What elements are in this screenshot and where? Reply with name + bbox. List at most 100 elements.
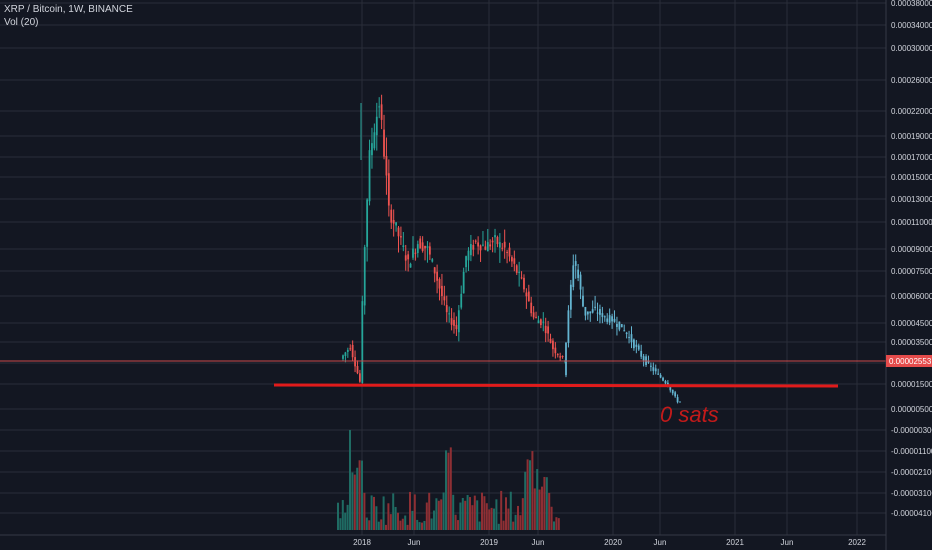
projection-body: [586, 311, 589, 315]
y-tick-label: 0.00013000: [891, 195, 932, 204]
candle-body: [544, 325, 547, 334]
annotation-text: 0 sats: [660, 402, 719, 427]
candle-body: [441, 285, 443, 297]
candle-body: [397, 227, 400, 237]
candle-body: [537, 320, 540, 324]
x-tick-label: Jun: [532, 538, 545, 547]
projection-body: [662, 377, 664, 381]
projection-body: [608, 315, 611, 323]
candle-body: [395, 222, 397, 226]
candle-body: [346, 349, 349, 352]
volume-bar: [505, 497, 507, 530]
candle-body: [349, 348, 352, 350]
volume-bar: [387, 503, 390, 530]
volume-bar: [409, 491, 411, 530]
candle-body: [445, 305, 448, 313]
volume-bar: [548, 492, 551, 530]
projection-body: [671, 389, 674, 394]
price-tag: 0.00002553: [886, 355, 932, 367]
price-tag-box: [886, 355, 932, 367]
volume-label[interactable]: Vol (20): [4, 17, 39, 28]
candle-body: [474, 240, 477, 242]
y-tick-label: 0.00019000: [891, 132, 932, 141]
projection-body: [569, 284, 572, 310]
projection-body: [611, 316, 613, 322]
candle-body: [455, 324, 458, 330]
volume-bar: [370, 495, 373, 530]
candle-body: [472, 244, 475, 250]
candle-body: [513, 258, 516, 264]
volume-bar: [411, 510, 414, 530]
candle-body: [433, 267, 436, 274]
x-tick-label: 2022: [848, 538, 866, 547]
volume-bar: [401, 518, 404, 530]
x-tick-label: 2021: [726, 538, 744, 547]
volume-bar: [459, 502, 462, 530]
candle-body: [554, 347, 557, 354]
x-tick-label: Jun: [781, 538, 794, 547]
y-tick-label: -0.00001100: [891, 447, 932, 456]
y-tick-label: -0.00000300: [891, 426, 932, 435]
projection-body: [679, 401, 681, 403]
volume-bar: [553, 521, 555, 530]
projection-body: [674, 392, 677, 397]
volume-bar: [545, 477, 548, 530]
y-tick-label: 0.00022000: [891, 107, 932, 116]
volume-bar: [550, 506, 553, 530]
volume-bar: [555, 517, 558, 530]
candle-body: [523, 277, 525, 290]
support-line[interactable]: [273, 383, 839, 388]
candle-body: [462, 271, 465, 294]
projection-body: [623, 330, 626, 332]
volume-bar: [430, 518, 433, 530]
volume-bar: [423, 520, 426, 530]
volume-bar: [433, 510, 435, 530]
y-tick-label: 0.00017000: [891, 153, 932, 162]
candle-body: [506, 251, 508, 253]
projection-body: [596, 312, 599, 314]
volume-bar: [353, 474, 356, 530]
volume-bar: [526, 459, 529, 530]
y-tick-label: 0.00001500: [891, 380, 932, 389]
y-tick-label: 0.00038000: [891, 0, 932, 8]
price-tag-label: 0.00002553: [889, 357, 932, 366]
projection-body: [599, 309, 601, 315]
symbol-label[interactable]: XRP / Bitcoin, 1W, BINANCE: [4, 4, 133, 15]
volume-bar: [493, 508, 495, 530]
candle-body: [414, 252, 417, 254]
candle-body: [356, 366, 359, 374]
candle-body: [477, 242, 480, 247]
candle-body: [484, 246, 487, 250]
volume-bar: [418, 522, 421, 530]
y-tick-label: -0.00004100: [891, 509, 932, 518]
projection-body: [659, 374, 662, 378]
projection-body: [594, 306, 597, 308]
candle-body: [351, 345, 354, 358]
volume-bar: [454, 514, 457, 530]
volume-bar: [341, 500, 344, 530]
volume-bar: [457, 520, 459, 530]
volume-bar: [476, 500, 479, 530]
projection-body: [637, 345, 640, 350]
candle-body: [424, 245, 426, 249]
candle-body: [436, 271, 439, 281]
y-tick-label: 0.00030000: [891, 44, 932, 53]
candle-body: [419, 238, 422, 249]
candle-body: [503, 241, 506, 248]
candle-body: [479, 245, 482, 251]
chart-legend: XRP / Bitcoin, 1W, BINANCE Vol (20): [4, 3, 133, 29]
y-tick-label: -0.00002100: [891, 468, 932, 477]
time-axis[interactable]: 2018 Jun 2019 Jun 2020 Jun 2021 Jun 2022: [0, 534, 886, 547]
candle-body: [431, 259, 434, 262]
candle-body: [409, 263, 412, 268]
volume-bar: [349, 430, 351, 530]
volume-bar: [382, 496, 385, 530]
projection-body: [628, 336, 630, 338]
projection-body: [669, 386, 672, 391]
volume-bar: [483, 496, 486, 530]
price-axis[interactable]: 0.00038000 0.00034000 0.00030000 0.00026000…: [885, 0, 932, 550]
candle-body: [552, 340, 554, 350]
y-tick-label: 0.00026000: [891, 76, 932, 85]
